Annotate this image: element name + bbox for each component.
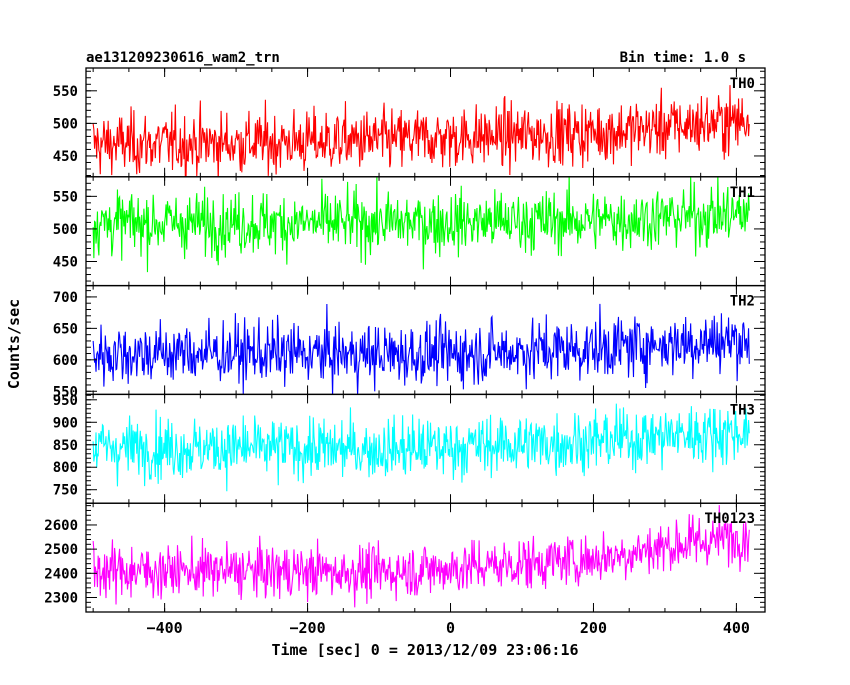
y-tick-label: 950	[53, 393, 78, 409]
panel-group: 450 500 550 TH0 450 500 550 TH1 550 600 650 700 TH2 7…	[44, 67, 766, 637]
y-tick-label: 900	[53, 415, 78, 431]
y-tick-label: 500	[53, 116, 78, 132]
series-line-th0	[92, 85, 750, 177]
series-line-th2	[92, 303, 750, 395]
y-tick-label: 550	[53, 384, 78, 400]
x-axis-label: Time [sec] 0 = 2013/12/09 23:06:16	[271, 641, 578, 659]
x-tick-label: 400	[723, 619, 750, 637]
series-label-th1: TH1	[730, 185, 755, 201]
x-tick-label: −200	[290, 619, 326, 637]
y-axis-label: Counts/sec	[5, 299, 23, 389]
y-tick-label: 550	[53, 189, 78, 205]
y-tick-label: 550	[53, 84, 78, 100]
x-tick-label: 0	[446, 619, 455, 637]
chart-title: ae131209230616_wam2_trn	[86, 50, 280, 66]
series-label-th3: TH3	[730, 402, 755, 418]
bin-time-label: Bin time: 1.0 s	[620, 50, 746, 66]
y-tick-label: 2600	[44, 518, 78, 534]
y-tick-label: 600	[53, 353, 78, 369]
y-tick-label: 700	[53, 290, 78, 306]
y-tick-label: 650	[53, 321, 78, 337]
series-line-th3	[92, 403, 750, 492]
y-tick-label: 800	[53, 460, 78, 476]
series-label-th0: TH0	[730, 76, 755, 92]
y-tick-label: 2500	[44, 542, 78, 558]
y-tick-label: 500	[53, 222, 78, 238]
series-label-th0123: TH0123	[704, 511, 755, 527]
series-label-th2: TH2	[730, 294, 755, 310]
x-tick-label: 200	[580, 619, 607, 637]
y-tick-label: 2400	[44, 566, 78, 582]
y-tick-label: 450	[53, 149, 78, 165]
x-tick-label: −400	[147, 619, 183, 637]
y-tick-label: 2300	[44, 590, 78, 606]
y-tick-label: 850	[53, 438, 78, 454]
panel-frame	[85, 502, 766, 613]
series-line-th0123	[92, 505, 750, 608]
series-line-th1	[92, 176, 750, 273]
y-tick-label: 750	[53, 483, 78, 499]
y-tick-label: 450	[53, 254, 78, 270]
